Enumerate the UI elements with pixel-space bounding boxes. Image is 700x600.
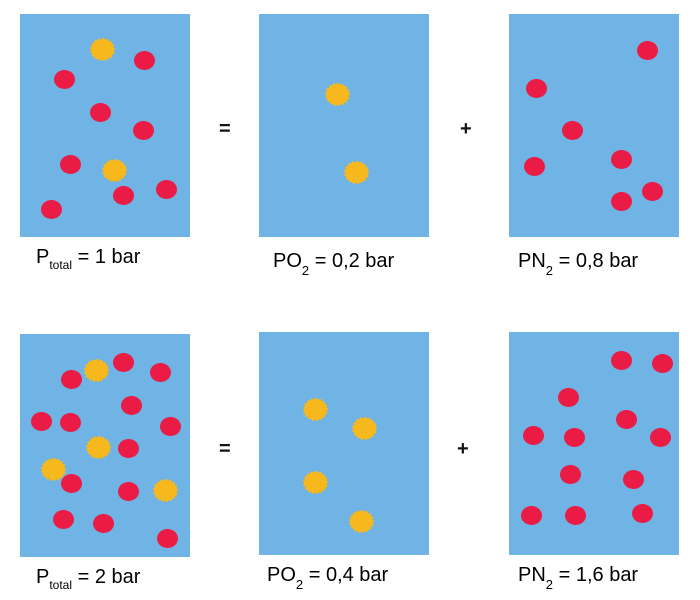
o2-molecule (344, 161, 369, 184)
plus-sign: + (457, 438, 469, 460)
o2-pressure-label-row1: PO2 = 0,2 bar (273, 250, 395, 278)
container-n2-row2 (509, 332, 679, 555)
n2-molecule (53, 510, 74, 529)
container-n2-row1 (509, 14, 679, 237)
container-o2-row1 (259, 14, 429, 237)
n2-molecule (41, 200, 62, 219)
n2-molecule (118, 439, 139, 458)
n2-molecule (521, 506, 542, 525)
o2-molecule (102, 159, 127, 182)
n2-molecule (90, 103, 111, 122)
n2-molecule (113, 353, 134, 372)
n2-pressure-label-row2: PN2 = 1,6 bar (518, 564, 639, 592)
n2-molecule (118, 482, 139, 501)
n2-pressure-label-row1: PN2 = 0,8 bar (518, 250, 639, 278)
n2-molecule (562, 121, 583, 140)
o2-molecule (303, 471, 328, 494)
o2-molecule (352, 417, 377, 440)
n2-molecule (642, 182, 663, 201)
equals-sign: = (219, 118, 231, 140)
n2-molecule (160, 417, 181, 436)
equals-sign: = (219, 438, 231, 460)
n2-molecule (611, 351, 632, 370)
n2-molecule (133, 121, 154, 140)
n2-molecule (637, 41, 658, 60)
container-total-row1 (20, 14, 190, 237)
n2-molecule (121, 396, 142, 415)
o2-molecule (90, 38, 115, 61)
n2-molecule (150, 363, 171, 382)
n2-molecule (616, 410, 637, 429)
n2-molecule (61, 370, 82, 389)
n2-molecule (632, 504, 653, 523)
o2-pressure-label-row2: PO2 = 0,4 bar (267, 564, 389, 592)
n2-molecule (611, 150, 632, 169)
n2-molecule (611, 192, 632, 211)
n2-molecule (157, 529, 178, 548)
n2-molecule (652, 354, 673, 373)
plus-sign: + (460, 118, 472, 140)
total-pressure-label-row2: Ptotal = 2 bar (36, 566, 141, 592)
o2-molecule (41, 458, 66, 481)
o2-molecule (84, 359, 109, 382)
n2-molecule (524, 157, 545, 176)
o2-molecule (349, 510, 374, 533)
n2-molecule (60, 413, 81, 432)
o2-molecule (86, 436, 111, 459)
n2-molecule (134, 51, 155, 70)
n2-molecule (93, 514, 114, 533)
n2-molecule (31, 412, 52, 431)
n2-molecule (54, 70, 75, 89)
container-o2-row2 (259, 332, 429, 555)
total-pressure-label-row1: Ptotal = 1 bar (36, 246, 141, 272)
n2-molecule (650, 428, 671, 447)
n2-molecule (156, 180, 177, 199)
o2-molecule (153, 479, 178, 502)
n2-molecule (558, 388, 579, 407)
n2-molecule (623, 470, 644, 489)
n2-molecule (565, 506, 586, 525)
o2-molecule (325, 83, 350, 106)
container-total-row2 (20, 334, 190, 557)
n2-molecule (113, 186, 134, 205)
n2-molecule (564, 428, 585, 447)
n2-molecule (526, 79, 547, 98)
n2-molecule (60, 155, 81, 174)
o2-molecule (303, 398, 328, 421)
n2-molecule (61, 474, 82, 493)
n2-molecule (523, 426, 544, 445)
n2-molecule (560, 465, 581, 484)
